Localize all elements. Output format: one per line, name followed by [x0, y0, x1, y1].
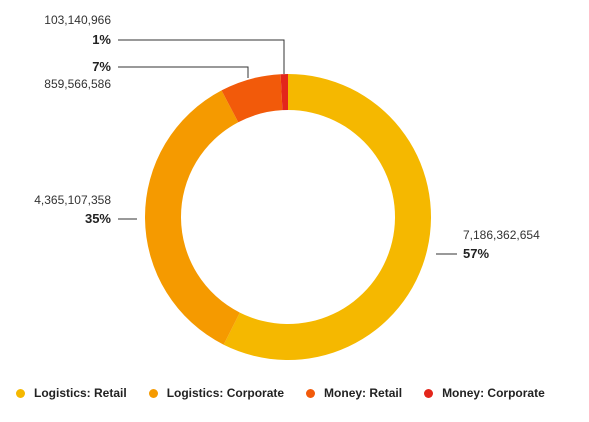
legend: Logistics: Retail Logistics: Corporate M…: [16, 386, 567, 400]
value-label-money-retail: 859,566,586: [44, 77, 111, 91]
slice-logistics-retail[interactable]: [223, 74, 431, 360]
legend-item-money-retail[interactable]: Money: Retail: [306, 386, 402, 400]
slice-logistics-corporate[interactable]: [145, 90, 240, 345]
percent-label-logistics-retail: 57%: [463, 246, 489, 261]
slice-money-corporate[interactable]: [280, 74, 288, 111]
slice-money-retail[interactable]: [221, 74, 283, 123]
legend-item-money-corporate[interactable]: Money: Corporate: [424, 386, 545, 400]
legend-swatch-icon: [306, 388, 316, 398]
leader-lines: [118, 39, 457, 255]
leader-line-money-retail: [118, 66, 249, 78]
legend-label: Money: Retail: [324, 386, 403, 400]
percent-label-money-retail: 7%: [92, 59, 111, 74]
legend-label: Logistics: Retail: [34, 386, 127, 400]
legend-swatch-icon: [16, 388, 25, 398]
value-label-logistics-retail: 7,186,362,654: [463, 228, 540, 242]
legend-label: Money: Corporate: [442, 386, 545, 400]
legend-swatch-icon: [424, 388, 434, 398]
percent-label-money-corporate: 1%: [92, 32, 111, 47]
leader-line-money-corporate: [118, 39, 285, 74]
legend-swatch-icon: [148, 388, 158, 398]
legend-label: Logistics: Corporate: [166, 386, 285, 400]
legend-item-logistics-retail[interactable]: Logistics: Retail: [16, 386, 127, 400]
percent-label-logistics-corporate: 35%: [85, 211, 111, 226]
legend-item-logistics-corporate[interactable]: Logistics: Corporate: [148, 386, 285, 400]
value-label-logistics-corporate: 4,365,107,358: [34, 193, 111, 207]
donut-slices: [145, 74, 431, 360]
value-label-money-corporate: 103,140,966: [44, 13, 111, 27]
